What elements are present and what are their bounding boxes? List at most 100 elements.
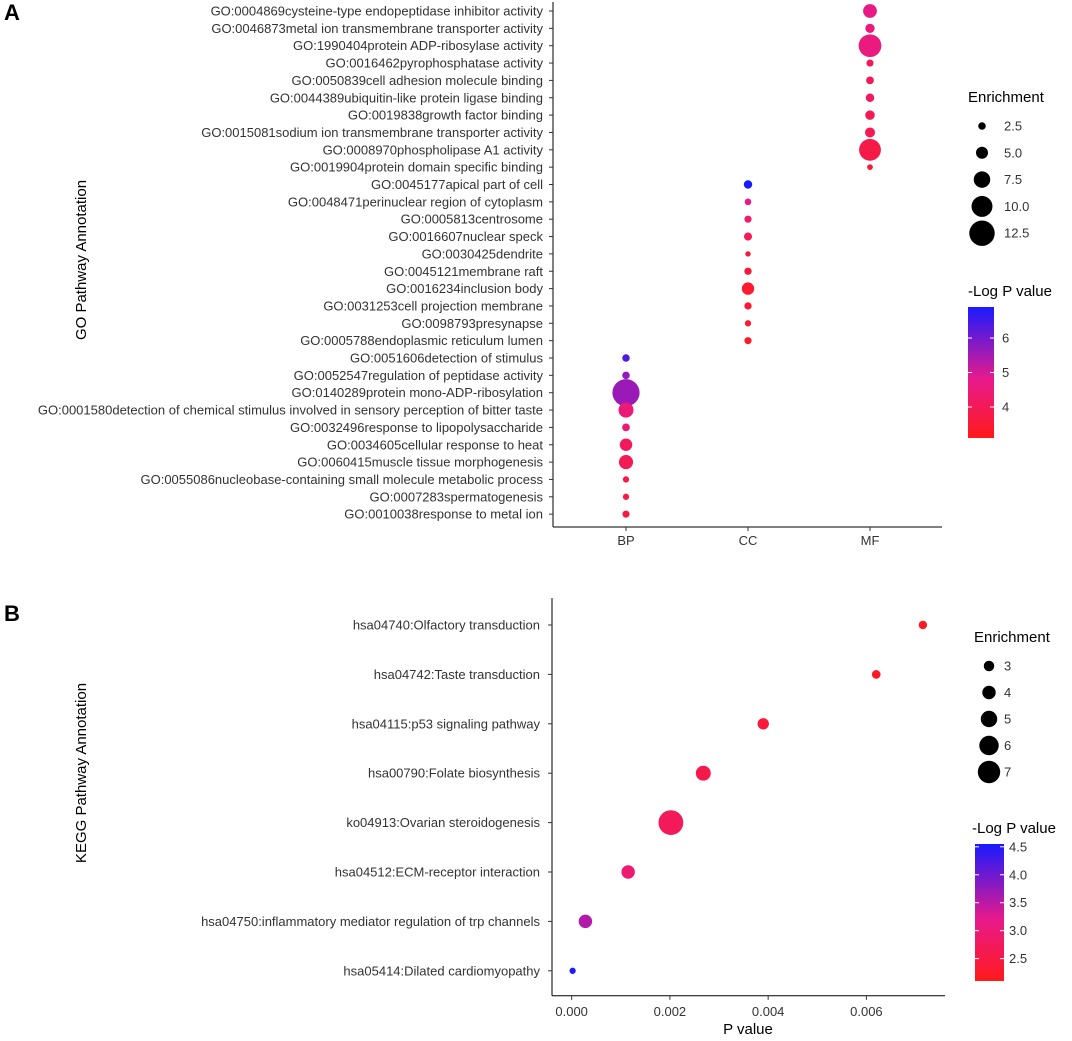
panel-b-size-legend-key [980,710,998,728]
panel-a-x-tick-label: CC [739,533,758,548]
panel-b-colorbar-tick-label: 2.5 [1009,951,1027,966]
panel-b-y-tick-label: ko04913:Ovarian steroidogenesis [346,815,540,830]
panel-a-y-tick-label: GO:0048471perinuclear region of cytoplas… [288,194,543,209]
panel-b-y-tick-label: hsa04740:Olfactory transduction [353,618,540,633]
panel-b-point [578,914,593,929]
panel-a-point [622,423,630,432]
panel-b-points [569,620,928,974]
panel-a-point [744,337,752,345]
panel-b-colorbar [975,844,1004,981]
panel-a-y-tick-label: GO:0016462pyrophosphatase activity [325,56,543,71]
panel-a-point [743,180,753,189]
panel-a-y-tick-label: GO:0016607nuclear speck [388,229,543,244]
panel-b-plot-area [552,600,945,746]
panel-a-point [859,138,881,161]
panel-a-point [622,371,630,380]
panel-b-point [658,810,684,835]
panel-a: GO Pathway Annotation GO:0004869cysteine… [38,2,1052,548]
panel-letter-a: A [4,0,20,25]
panel-a-y-tick-label: GO:0015081sodium ion transmembrane trans… [201,125,543,140]
panel-b-y-tick-label: hsa04512:ECM-receptor interaction [335,865,540,880]
panel-b-point [918,620,928,630]
panel-b-colorbar-tick-label: 4.0 [1009,867,1027,882]
panel-b-x-tick-labels: 0.000 0.002 0.004 0.006 [555,995,883,1019]
panel-a-color-legend-title: -Log P value [968,283,1052,300]
panel-a-size-legend-key [973,171,991,188]
panel-b-size-legend-key [983,660,995,672]
panel-b: KEGG Pathway Annotation hsa04740:Olfacto… [73,598,1056,1038]
panel-b-size-legend-label: 4 [1004,685,1011,700]
panel-a-y-tick-label: GO:0005813centrosome [401,212,543,227]
panel-a-point [866,59,874,67]
panel-a-point [741,282,755,295]
panel-b-point [871,670,881,679]
panel-a-size-legend-label: 12.5 [1004,226,1029,241]
panel-a-y-tick-label: GO:0051606detection of stimulus [350,351,543,366]
panel-b-y-tick-label: hsa04742:Taste transduction [374,667,540,682]
panel-a-y-tick-label: GO:0010038response to metal ion [344,507,543,522]
panel-a-y-tick-label: GO:0140289protein mono-ADP-ribosylation [292,385,543,400]
panel-b-y-tick-label: hsa00790:Folate biosynthesis [368,766,541,781]
panel-a-x-tick-label: BP [617,533,634,548]
panel-b-x-tick-label: 0.000 [555,1004,588,1019]
panel-a-y-tick-label: GO:0098793presynapse [401,316,543,331]
panel-b-x-tick-label: 0.002 [654,1004,687,1019]
panel-a-colorbar-tick-label: 4 [1002,399,1009,414]
panel-a-size-legend: 2.5 5.0 7.5 10.0 12.5 [969,119,1029,246]
panel-b-point [569,967,576,974]
panel-a-y-tick-label: GO:0001580detection of chemical stimulus… [38,403,543,418]
panel-a-size-legend-key [969,220,995,246]
panel-a-point [744,302,752,310]
panel-a-point [618,402,634,418]
panel-a-points [612,4,882,518]
panel-a-point [744,267,752,275]
panel-a-y-tick-label: GO:0050839cell adhesion molecule binding [291,73,543,88]
panel-a-point [863,4,877,18]
panel-b-colorbar-ticks: 2.5 3.0 3.5 4.0 4.5 [975,839,1027,966]
panel-a-point [743,232,753,241]
panel-a-point [619,438,633,452]
panel-a-y-tick-label: GO:0060415muscle tissue morphogenesis [297,455,543,470]
panel-a-size-legend-label: 2.5 [1004,119,1022,134]
panel-a-size-legend-label: 10.0 [1004,199,1029,214]
panel-a-point [858,34,882,58]
panel-b-x-tick-label: 0.006 [850,1004,883,1019]
panel-a-point [865,23,875,34]
panel-a-size-legend-label: 5.0 [1004,145,1022,160]
panel-a-colorbar-tick-label: 6 [1002,331,1009,346]
panel-a-y-tick-label: GO:0031253cell projection membrane [323,298,543,313]
panel-a-y-tick-label: GO:0008970phospholipase A1 activity [323,142,544,157]
panel-a-point [864,127,876,138]
panel-b-size-legend: 3 4 5 6 7 [977,659,1011,784]
panel-a-y-axis-title: GO Pathway Annotation [73,180,90,340]
panel-b-x-axis-title: P value [723,1021,773,1038]
panel-a-point [867,164,873,171]
panel-a-y-tick-labels: GO:0004869cysteine-type endopeptidase in… [38,4,553,522]
panel-b-size-legend-key [979,735,999,756]
panel-b-size-legend-label: 7 [1004,765,1011,780]
panel-a-y-tick-label: GO:0019838growth factor binding [348,108,543,123]
panel-a-y-tick-label: GO:0044389ubiquitin-like protein ligase … [270,90,543,105]
panel-a-x-tick-labels: BP CC MF [617,527,879,548]
panel-b-y-tick-labels: hsa04740:Olfactory transduction hsa04742:… [201,618,552,978]
panel-letter-b: B [4,601,20,626]
panel-a-y-tick-label: GO:0034605cellular response to heat [327,437,543,452]
panel-a-size-legend-key [976,146,988,159]
panel-a-y-tick-label: GO:0032496response to lipopolysaccharide [290,420,543,435]
panel-a-point [618,455,634,470]
panel-a-colorbar-tick-label: 5 [1002,365,1009,380]
panel-a-point [744,320,752,327]
panel-a-y-tick-label: GO:0007283spermatogenesis [370,489,544,504]
panel-a-y-tick-label: GO:0052547regulation of peptidase activi… [294,368,544,383]
panel-a-y-tick-label: GO:0004869cysteine-type endopeptidase in… [211,4,544,19]
panel-b-point [757,718,769,730]
panel-b-y-tick-label: hsa05414:Dilated cardiomyopathy [343,963,540,978]
panel-a-point [622,510,630,518]
panel-a-y-tick-label: GO:1990404protein ADP-ribosylase activit… [293,38,544,53]
panel-a-point [622,354,630,362]
panel-a-colorbar-ticks: 4 5 6 [968,331,1009,414]
panel-a-size-legend-title: Enrichment [968,89,1045,106]
panel-b-size-legend-label: 3 [1004,659,1011,674]
panel-b-size-legend-label: 6 [1004,738,1011,753]
